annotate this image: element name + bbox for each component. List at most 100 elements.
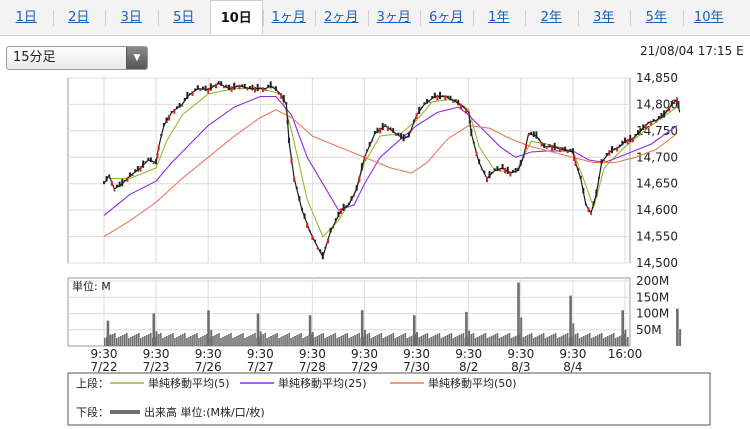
tab-3[interactable]: 5日 [173,10,195,25]
volume-bar [272,335,274,346]
candle [105,175,108,182]
candle [577,168,580,171]
tab-8[interactable]: 6ヶ月 [429,10,464,25]
legend-volume-label: 出来高 単位:(M株/口/枚) [144,405,265,419]
candle [420,106,423,109]
volume-bar [482,334,485,346]
volume-spike [210,329,213,346]
volume-bar [190,336,192,346]
volume-bar [260,335,262,346]
volume-bar [202,336,204,346]
volume-spike [676,308,679,346]
volume-bar [334,333,336,346]
volume-bar [368,333,371,346]
tab-0[interactable]: 1日 [15,10,37,25]
volume-bar [488,337,491,346]
volume-bar [112,334,114,346]
volume-bar [178,336,180,346]
volume-bar [212,336,214,346]
tab-5[interactable]: 1ヶ月 [271,10,306,25]
volume-bar [164,337,166,346]
volume-bar [288,333,290,346]
volume-bar [462,333,465,346]
x-tick-time: 9:30 [559,347,586,361]
candle [139,166,142,172]
volume-bar [320,334,322,346]
volume-spike [415,332,418,346]
candle [483,170,486,174]
volume-bar [572,335,575,346]
candle [264,89,267,91]
price-tick-label: 14,700 [636,150,678,164]
volume-spike [360,310,364,346]
volume-bar [250,335,252,346]
x-tick-date: 8/3 [511,360,530,374]
volume-unit-label: 単位: M [72,279,111,293]
price-tick-label: 14,750 [636,124,678,138]
moving-average-line-1 [103,95,678,216]
candle [470,128,473,137]
volume-spike [624,329,627,346]
volume-bar [544,338,547,346]
candle [337,211,340,218]
tab-9[interactable]: 1年 [488,10,510,25]
tab-7[interactable]: 3ヶ月 [376,10,411,25]
volume-bar [556,338,559,346]
volume-spike [679,329,682,346]
tab-2[interactable]: 3日 [120,10,142,25]
price-tick-label: 14,800 [636,97,678,111]
candle [360,163,363,171]
x-tick-date: 7/30 [403,360,430,374]
period-select[interactable]: 15分足 ▼ [6,46,148,70]
volume-spike [572,323,575,346]
candle [345,205,348,207]
candle [642,124,645,130]
volume-bar [276,333,278,346]
tab-12[interactable]: 5年 [645,10,667,25]
candle [286,119,289,125]
volume-bar [594,336,597,346]
candle [584,203,587,206]
candle [397,132,400,136]
tab-4[interactable]: 10日 [210,0,263,35]
volume-bar [458,335,461,346]
candle [480,168,483,171]
volume-bar [542,333,545,346]
candle [469,120,472,124]
candle [582,187,585,194]
candle [595,189,598,197]
candle [394,134,397,136]
tab-13[interactable]: 10年 [693,10,724,25]
moving-average-line-2 [103,109,678,238]
volume-spike [520,317,523,346]
volume-bar [466,337,469,346]
candle [280,93,283,99]
volume-bar [296,335,298,346]
candle [366,149,369,152]
volume-bar [314,337,316,346]
volume-bar [570,337,573,346]
volume-bar [184,333,186,346]
volume-bar [522,337,525,346]
candle [217,81,220,84]
tab-1[interactable]: 2日 [68,10,90,25]
tab-11[interactable]: 3年 [593,10,615,25]
volume-bar [210,337,212,346]
volume-bar [254,333,256,346]
volume-bar [180,335,182,346]
volume-bar [598,334,601,346]
volume-bar [552,334,555,346]
volume-bar [146,335,148,346]
candle [488,171,491,179]
candle [428,101,431,103]
volume-bar [378,334,381,346]
tab-separator [52,10,54,26]
tab-10[interactable]: 2年 [540,10,562,25]
tab-6[interactable]: 2ヶ月 [324,10,359,25]
volume-bar [410,336,413,346]
candle [259,87,262,89]
candle [603,159,606,162]
legend-box [67,372,711,426]
candle [334,218,337,222]
volume-bar [384,337,387,346]
